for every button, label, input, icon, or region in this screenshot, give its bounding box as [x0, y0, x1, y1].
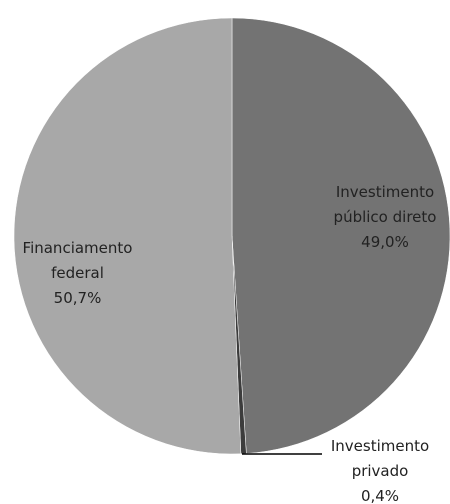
- slice-name: Financiamento federal: [22, 239, 133, 282]
- slice-label: Financiamento federal 50,7%: [10, 236, 145, 311]
- slice-label: Investimento privado 0,4%: [315, 434, 445, 504]
- slice-name: Investimento público direto: [333, 183, 437, 226]
- slice-value: 50,7%: [53, 289, 102, 307]
- slice-value: 49,0%: [361, 233, 409, 251]
- slice-value: 0,4%: [360, 487, 400, 504]
- pie-slice: [13, 17, 242, 455]
- slice-label: Investimento público direto 49,0%: [320, 180, 450, 255]
- slice-name: Investimento privado: [330, 437, 430, 480]
